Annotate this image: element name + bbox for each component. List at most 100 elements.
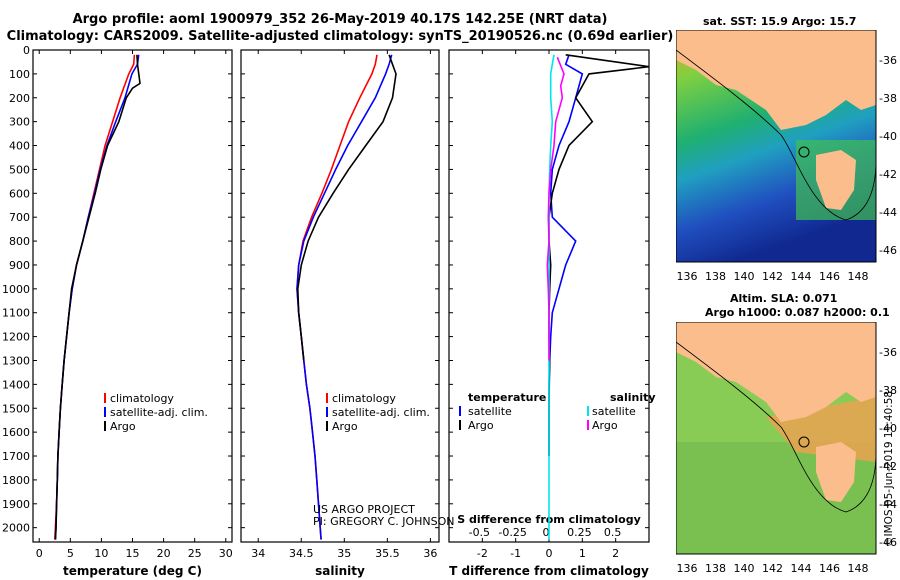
map-y-tick-label: -44 (879, 498, 897, 511)
map-x-tick-label: 142 (762, 270, 783, 282)
series-line (548, 54, 650, 456)
sst-map (676, 30, 877, 263)
plot-frame (32, 49, 233, 543)
x-tick-label: 20 (157, 547, 171, 560)
title-line-2: Climatology: CARS2009. Satellite-adjuste… (6, 29, 674, 44)
sla-map-title-1: Altim. SLA: 0.071 (730, 292, 838, 305)
y-tick-label: 1200 (2, 331, 30, 344)
sla-map-title-2: Argo h1000: 0.087 h2000: 0.1 (705, 306, 890, 319)
map-x-tick-label: 136 (677, 270, 698, 282)
x-tick-label: 35 (337, 547, 351, 560)
x2-axis-label: S difference from climatology (457, 513, 641, 526)
map-y-tick-label: -44 (879, 206, 897, 219)
x-axis-label: temperature (deg C) (63, 564, 202, 578)
map-x-tick-label: 146 (819, 562, 840, 574)
map-y-tick-label: -42 (879, 168, 897, 181)
series-line (54, 54, 140, 540)
x-tick-label: 0 (546, 547, 553, 560)
legend-label: Argo (332, 420, 358, 433)
x-tick-label: 5 (67, 547, 74, 560)
y-tick-label: 2000 (2, 522, 30, 535)
y-tick-label: 1900 (2, 498, 30, 511)
y-tick-label: 1700 (2, 450, 30, 463)
map-y-tick-label: -38 (879, 92, 897, 105)
map-y-tick-label: -42 (879, 460, 897, 473)
series-line (54, 54, 136, 540)
x-tick-label: 25 (188, 547, 202, 560)
map-y-tick-label: -46 (879, 536, 897, 549)
x-axis-label: T difference from climatology (449, 564, 649, 578)
legend-label: Argo (592, 419, 618, 432)
x2-tick-label: 0.25 (567, 526, 592, 539)
y-tick-label: 1100 (2, 307, 30, 320)
x-tick-label: 0 (36, 547, 43, 560)
sla-map (676, 322, 877, 555)
y-tick-label: 1400 (2, 378, 30, 391)
y-tick-label: 500 (9, 163, 30, 176)
y-tick-label: 1500 (2, 402, 30, 415)
y-tick-label: 1300 (2, 354, 30, 367)
map-x-tick-label: 144 (791, 562, 812, 574)
series-line (54, 54, 141, 540)
legend-label: climatology (110, 392, 174, 405)
x2-tick-label: -0.5 (469, 526, 490, 539)
series-line (296, 54, 397, 361)
x-tick-label: 10 (94, 547, 108, 560)
map-x-tick-label: 140 (734, 562, 755, 574)
map-x-tick-label: 136 (677, 562, 698, 574)
legend-label: satellite-adj. clim. (332, 406, 430, 419)
y-tick-label: 200 (9, 92, 30, 105)
title-line-1: Argo profile: aoml 1900979_352 26-May-20… (72, 12, 608, 27)
x-tick-label: -2 (477, 547, 488, 560)
x-tick-label: 15 (126, 547, 140, 560)
map-axes-bottom: -36 -38 -40 -42 -44 -46 136 138 140 142 144 146 148 (677, 346, 897, 574)
map-y-tick-label: -36 (879, 346, 897, 359)
annotation-text: PI: GREGORY C. JOHNSON (313, 515, 454, 528)
y-tick-label: 900 (9, 259, 30, 272)
legend-label: climatology (332, 392, 396, 405)
plot-frame (448, 49, 650, 543)
x-tick-label: 30 (219, 547, 233, 560)
map-y-tick-label: -40 (879, 130, 897, 143)
map-x-tick-label: 148 (848, 270, 869, 282)
legend-title: temperature (468, 391, 546, 404)
y-tick-label: 1000 (2, 283, 30, 296)
y-tick-label: 300 (9, 116, 30, 129)
y-tick-label: 0 (23, 44, 30, 57)
legend-title: salinity (610, 391, 656, 404)
sst-map-title: sat. SST: 15.9 Argo: 15.7 (703, 15, 857, 28)
x-tick-label: 34.5 (289, 547, 314, 560)
y-tick-label: 1600 (2, 426, 30, 439)
legend-label: Argo (468, 419, 494, 432)
x2-tick-label: 0.5 (604, 526, 622, 539)
x-tick-label: -1 (510, 547, 521, 560)
series-line (548, 54, 555, 540)
legend-label: Argo (110, 420, 136, 433)
x-tick-label: 36 (423, 547, 437, 560)
y-tick-label: 700 (9, 211, 30, 224)
x-tick-label: 34 (251, 547, 265, 560)
map-axes-top: -36 -38 -40 -42 -44 -46 136 138 140 142 144 146 148 (677, 54, 897, 282)
map-x-tick-label: 146 (819, 270, 840, 282)
plot-frame (240, 49, 440, 543)
y-tick-label: 100 (9, 68, 30, 81)
map-y-tick-label: -38 (879, 384, 897, 397)
x2-tick-label: -0.25 (498, 526, 526, 539)
series-line (548, 54, 584, 456)
x-tick-label: 35.5 (375, 547, 400, 560)
map-x-tick-label: 142 (762, 562, 783, 574)
x-tick-label: 2 (612, 547, 619, 560)
map-x-tick-label: 140 (734, 270, 755, 282)
map-x-tick-label: 148 (848, 562, 869, 574)
series-line (296, 54, 393, 540)
series-line (546, 56, 565, 361)
y-tick-label: 800 (9, 235, 30, 248)
series-line (296, 54, 378, 540)
map-y-tick-label: -46 (879, 244, 897, 257)
map-x-tick-label: 138 (705, 562, 726, 574)
map-x-tick-label: 144 (791, 270, 812, 282)
legend-label: satellite-adj. clim. (110, 406, 208, 419)
map-y-tick-label: -40 (879, 422, 897, 435)
y-tick-label: 600 (9, 187, 30, 200)
x-tick-label: 1 (579, 547, 586, 560)
